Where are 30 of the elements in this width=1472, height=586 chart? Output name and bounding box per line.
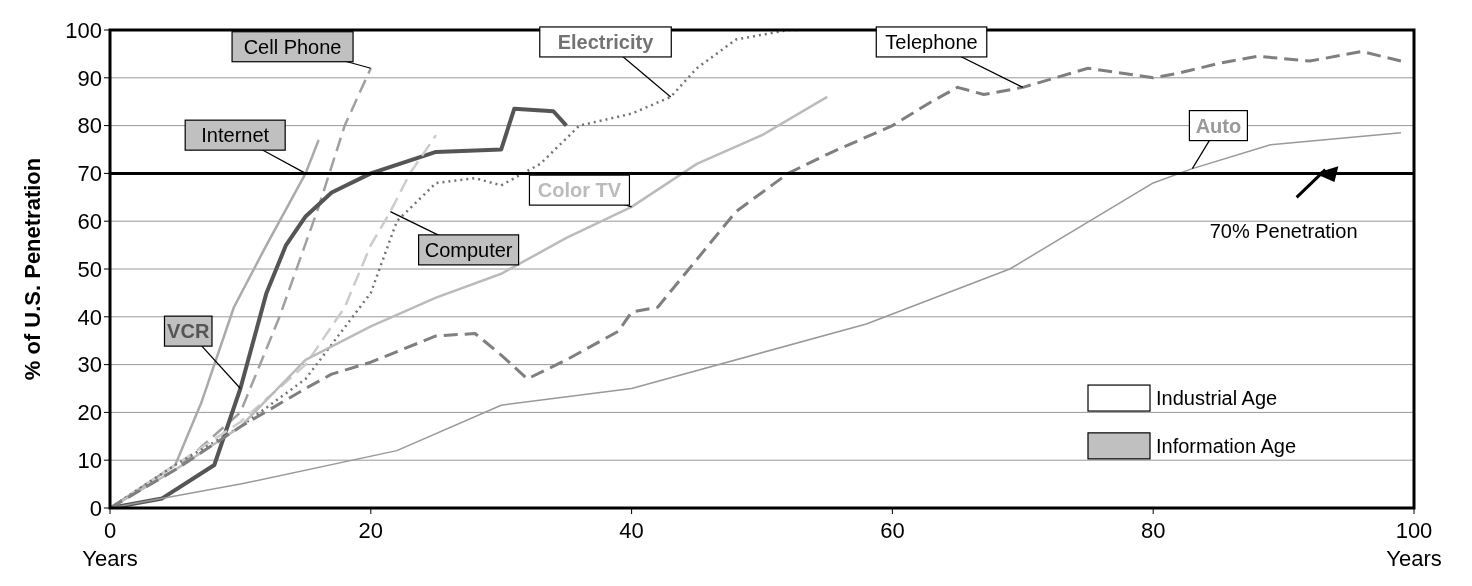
x-tick-label: 100 [1395, 517, 1433, 543]
y-tick-label: 100 [65, 17, 102, 43]
y-tick-label: 90 [77, 65, 102, 91]
y-tick-label: 70 [77, 161, 102, 187]
y-tick-label: 60 [77, 209, 102, 235]
series-label: Telephone [885, 30, 978, 53]
text: Years [1386, 546, 1442, 571]
x-tick-label: 20 [358, 517, 384, 543]
series-label: Color TV [537, 179, 622, 202]
y-tick-label: 80 [77, 113, 102, 139]
y-tick-label: 20 [77, 400, 102, 426]
text: Computer [424, 238, 513, 261]
x-tick-label: 40 [619, 517, 644, 543]
text: Electricity [557, 30, 655, 53]
y-tick-label: 0 [89, 495, 102, 521]
y-tick-label: 10 [77, 448, 102, 474]
text: VCR [167, 320, 210, 343]
y-axis-title: % of U.S. Penetration [20, 157, 45, 381]
series-label: Auto [1195, 114, 1242, 137]
y-tick-label: 40 [77, 304, 102, 330]
annotation: Information Age [1156, 434, 1297, 457]
series-label: Cell Phone [243, 35, 342, 58]
x-tick-label: 80 [1140, 517, 1166, 543]
annotation: Industrial Age [1156, 387, 1278, 410]
x-tick-label: 60 [880, 517, 905, 543]
y-tick-label: 50 [77, 256, 102, 282]
text: Internet [201, 124, 270, 147]
y-tick-label: 30 [77, 352, 102, 378]
x-axis-title: Years [82, 546, 138, 571]
legend-label: 70% Penetration [1209, 219, 1358, 242]
